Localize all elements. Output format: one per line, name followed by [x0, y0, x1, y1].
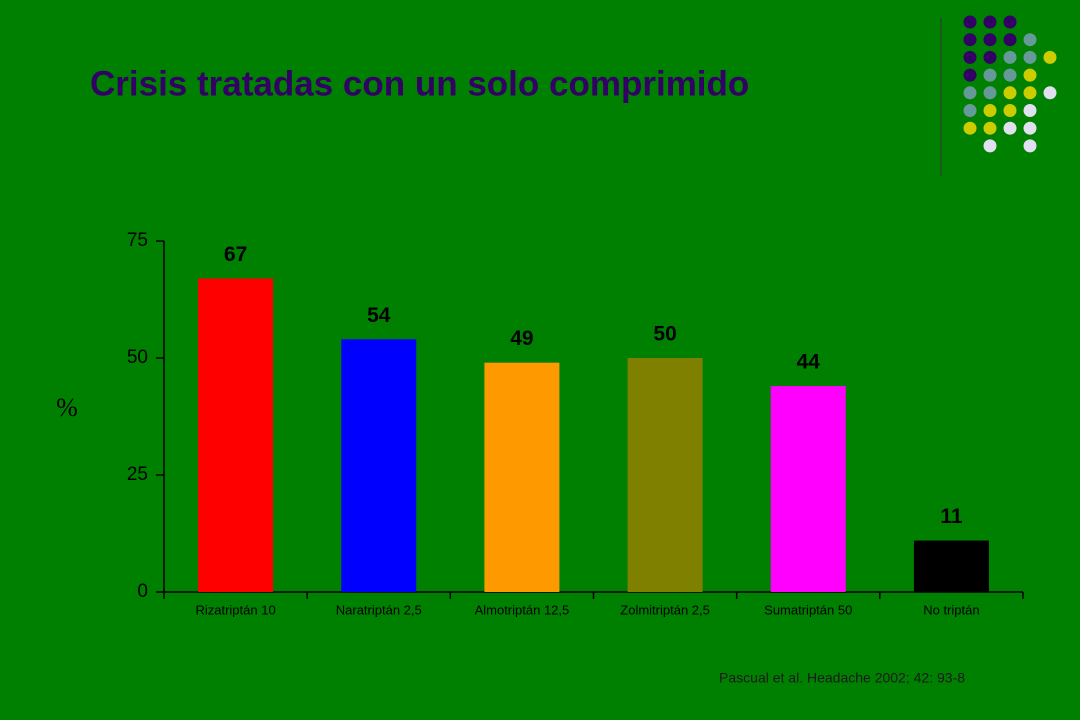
y-axis-label: %: [56, 393, 78, 422]
value-label: 67: [224, 243, 247, 266]
dot: [1043, 50, 1057, 64]
dot: [983, 139, 997, 153]
dot: [1003, 15, 1017, 29]
x-tick-label: Zolmitriptán 2,5: [620, 602, 710, 617]
dot: [983, 68, 997, 82]
y-tick-label: 50: [127, 347, 148, 368]
dot: [1003, 104, 1017, 117]
dot: [983, 15, 997, 29]
dot: [1023, 104, 1037, 117]
value-label: 11: [940, 505, 963, 528]
dot: [983, 121, 997, 135]
x-tick-label: Naratriptán 2,5: [336, 602, 422, 617]
x-tick-label: Sumatriptán 50: [764, 602, 852, 617]
dot: [1003, 50, 1017, 64]
dot: [1023, 121, 1037, 135]
dot: [1023, 33, 1037, 47]
x-tick-label: Almotriptán 12,5: [475, 602, 570, 617]
dot: [1003, 86, 1017, 100]
y-tick-label: 25: [127, 464, 148, 485]
dot: [963, 15, 977, 29]
plot: 0 25 50 75 Rizatriptán 10 67 Naratriptán 2,5 54…: [127, 230, 1024, 617]
dot: [983, 33, 997, 47]
dot: [983, 50, 997, 64]
value-label: 54: [367, 304, 391, 327]
dot: [1003, 68, 1017, 82]
dot: [1023, 86, 1037, 100]
y-tick-label: 75: [127, 230, 148, 251]
x-tick-label: No triptán: [923, 602, 979, 617]
bar: [198, 278, 274, 592]
dot: [963, 86, 977, 100]
dot: [983, 104, 997, 117]
dot: [963, 68, 977, 82]
source: Pascual et al. Headache 2002; 42: 93-8: [719, 670, 965, 686]
dot: [1003, 33, 1017, 47]
dot: [963, 33, 977, 47]
bar: [913, 540, 989, 592]
bar: [341, 339, 417, 592]
bar: [627, 358, 703, 592]
chart-title: Crisis tratadas con un solo comprimido: [90, 64, 749, 103]
dot: [963, 50, 977, 64]
dot: [963, 104, 977, 117]
dot: [1003, 121, 1017, 135]
dot: [1023, 50, 1037, 64]
bar: [770, 386, 846, 592]
dot: [983, 86, 997, 100]
value-label: 44: [797, 351, 821, 374]
dot: [963, 121, 977, 135]
bar: [484, 362, 560, 592]
value-label: 50: [653, 323, 676, 346]
decoration: [963, 15, 1057, 153]
dot: [1023, 68, 1037, 82]
dot: [1043, 86, 1057, 100]
x-tick-label: Rizatriptán 10: [195, 602, 275, 617]
value-label: 49: [510, 327, 533, 350]
dot: [1023, 139, 1037, 153]
y-tick-label: 0: [137, 581, 148, 602]
